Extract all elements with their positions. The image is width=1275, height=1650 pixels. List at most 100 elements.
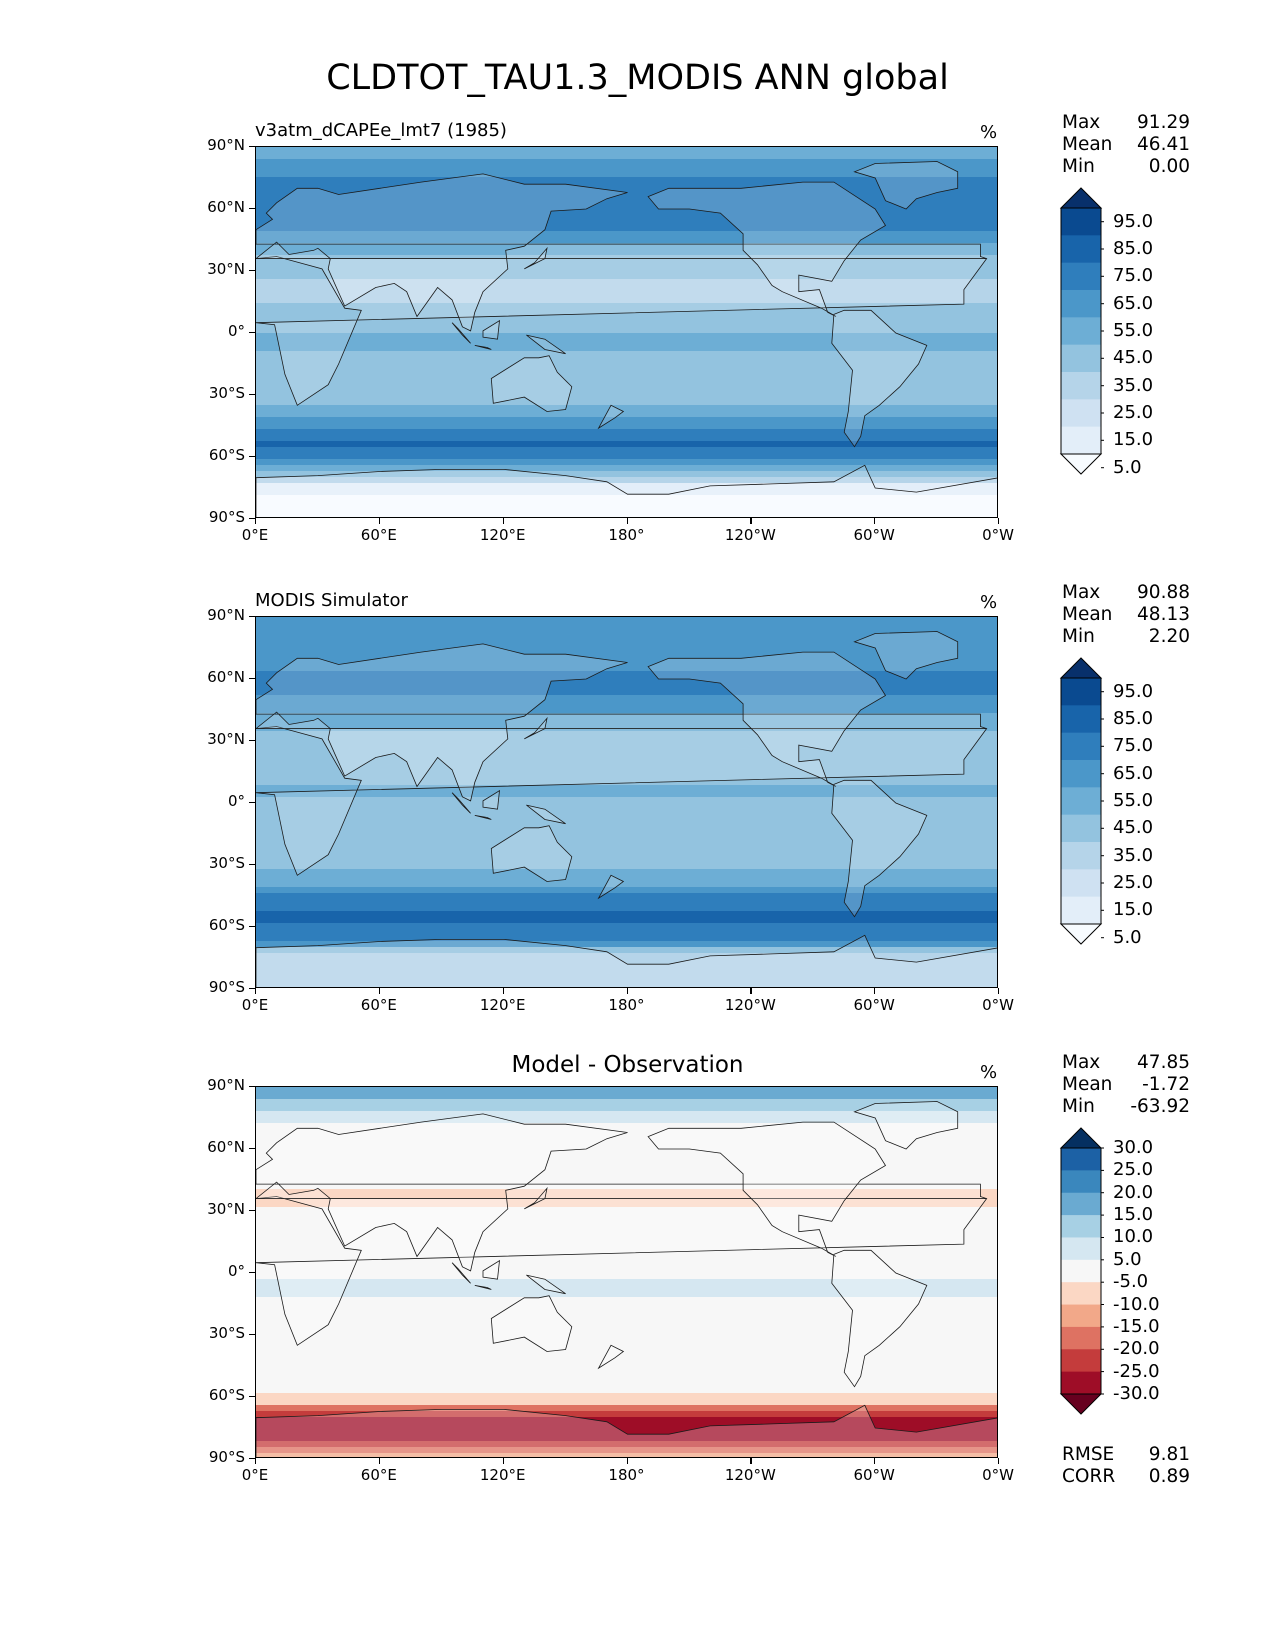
zonal-band [256, 1105, 997, 1112]
coastline [256, 256, 988, 406]
zonal-band [256, 1351, 997, 1358]
y-tick-label: 30°S [208, 384, 245, 402]
colorbar-segment [1061, 678, 1101, 706]
zonal-band [256, 417, 997, 424]
zonal-band [256, 857, 997, 864]
zonal-band [256, 1111, 997, 1118]
y-tick [249, 208, 255, 210]
colorbar-label: -15.0 [1113, 1315, 1160, 1337]
zonal-band [256, 695, 997, 702]
units-label: % [980, 1062, 998, 1083]
colorbar-extend-min [1059, 1393, 1103, 1415]
zonal-band [256, 1207, 997, 1214]
y-tick-label: 0° [227, 322, 245, 340]
colorbar-segment [1061, 1215, 1101, 1238]
zonal-band [256, 917, 997, 924]
x-tick-label: 120°E [479, 526, 526, 544]
coastline [831, 309, 928, 448]
max-value: 47.85 [1137, 1052, 1190, 1073]
colorbar-segment [1061, 896, 1101, 925]
coastline [526, 334, 566, 355]
zonal-band [256, 959, 997, 966]
x-tick-label: 120°W [724, 526, 776, 544]
zonal-band [256, 701, 997, 708]
zonal-band [256, 743, 997, 750]
zonal-band [256, 887, 997, 894]
y-tick [249, 802, 255, 804]
colorbar-label: 65.0 [1113, 292, 1154, 314]
y-tick [249, 616, 255, 618]
units-label: % [980, 122, 998, 143]
zonal-band [256, 1333, 997, 1340]
mean-value: 46.41 [1137, 134, 1190, 155]
zonal-band [256, 237, 997, 244]
x-tick [750, 518, 752, 524]
coastline [853, 1101, 959, 1150]
colorbar-segment [1061, 344, 1101, 373]
zonal-band [256, 635, 997, 642]
zonal-band [256, 327, 997, 334]
coastline [831, 1249, 928, 1388]
colorbar-segment [1061, 1282, 1101, 1305]
coastline [256, 934, 997, 987]
x-tick-label: 0°E [241, 526, 269, 544]
colorbar-segment [1061, 426, 1101, 455]
zonal-band [256, 1267, 997, 1274]
y-tick-label: 90°S [208, 978, 245, 996]
zonal-band [256, 411, 997, 418]
units-label: % [980, 592, 998, 613]
colorbar-label: 65.0 [1113, 762, 1154, 784]
x-tick-label: 180° [608, 996, 645, 1014]
zonal-band [256, 291, 997, 298]
zonal-band [256, 749, 997, 756]
y-tick [249, 864, 255, 866]
zonal-band [256, 495, 997, 502]
colorbar-extend-min [1059, 453, 1103, 475]
zonal-band [256, 899, 997, 906]
colorbar-label: 5.0 [1113, 456, 1142, 478]
zonal-band [256, 1327, 997, 1334]
x-tick [502, 518, 504, 524]
x-tick-label: 120°W [724, 1466, 776, 1484]
zonal-band [256, 665, 997, 672]
zonal-band [256, 321, 997, 328]
colorbar-label: 5.0 [1113, 1248, 1142, 1270]
zonal-band [256, 333, 997, 340]
zonal-band [256, 1309, 997, 1316]
zonal-band [256, 1375, 997, 1382]
zonal-band [256, 683, 997, 690]
colorbar-label: 95.0 [1113, 680, 1154, 702]
zonal-band [256, 773, 997, 780]
stats-box: Max 47.85 Mean -1.72 Min -63.92 [1062, 1052, 1190, 1118]
figure-title: CLDTOT_TAU1.3_MODIS ANN global [326, 58, 949, 98]
colorbar [1059, 1127, 1104, 1415]
zonal-band [256, 1189, 997, 1196]
coastline [256, 173, 987, 332]
x-tick [626, 518, 628, 524]
zonal-band [256, 351, 997, 358]
zonal-band [256, 767, 997, 774]
zonal-band [256, 1243, 997, 1250]
zonal-band [256, 483, 997, 490]
x-tick-label: 60°W [853, 526, 895, 544]
zonal-band [256, 791, 997, 798]
x-tick-label: 0°W [982, 996, 1014, 1014]
x-tick [998, 1458, 1000, 1464]
coastline [451, 322, 471, 344]
colorbar-label: 45.0 [1113, 347, 1154, 369]
zonal-band [256, 471, 997, 478]
colorbar-label: 30.0 [1113, 1137, 1154, 1158]
zonal-band [256, 279, 997, 286]
zonal-band [256, 1219, 997, 1226]
min-value: 2.20 [1148, 626, 1190, 647]
coastline [647, 1121, 887, 1257]
map-svg [256, 617, 997, 987]
panel-test: v3atm_dCAPEe_lmt7 (1985) % Max 91.29 Mean… [0, 112, 1275, 560]
y-tick [249, 456, 255, 458]
zonal-band [256, 893, 997, 900]
max-label: Max [1062, 112, 1101, 133]
y-tick [249, 1396, 255, 1398]
zonal-band [256, 213, 997, 220]
x-tick [874, 1458, 876, 1464]
y-tick-label: 60°S [208, 1386, 245, 1404]
